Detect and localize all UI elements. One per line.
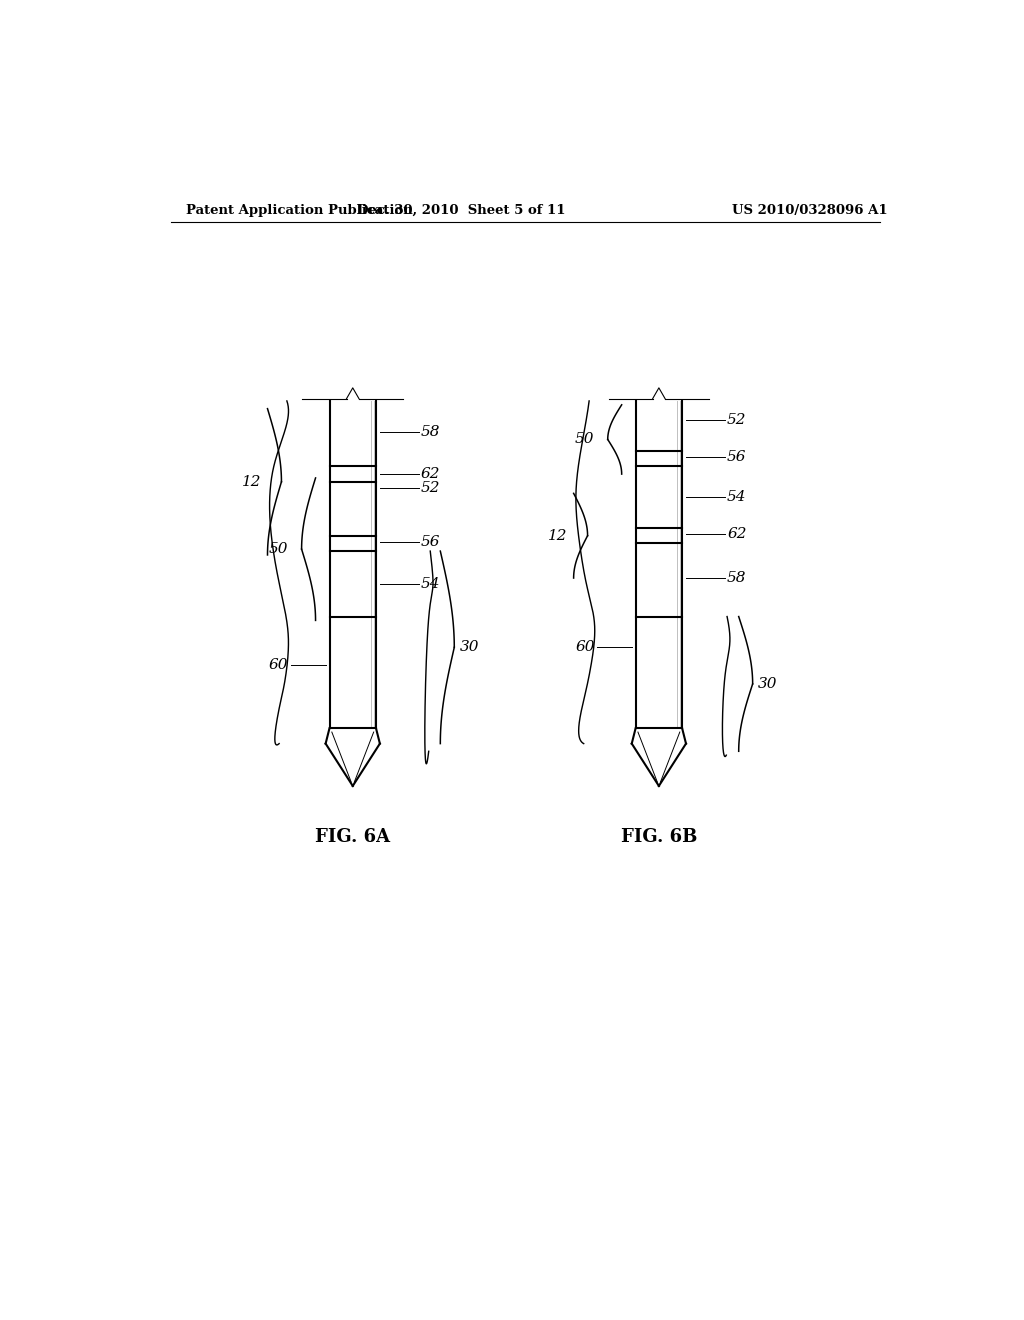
Text: 12: 12 [548, 529, 567, 543]
Text: 60: 60 [269, 659, 289, 672]
Text: 52: 52 [727, 413, 746, 428]
Text: Patent Application Publication: Patent Application Publication [186, 205, 413, 218]
Text: 30: 30 [460, 640, 479, 655]
Text: 30: 30 [758, 677, 777, 690]
Text: 50: 50 [575, 433, 595, 446]
Text: 62: 62 [727, 527, 746, 541]
Text: 56: 56 [421, 535, 440, 549]
Text: 58: 58 [727, 572, 746, 585]
Text: 12: 12 [242, 475, 261, 488]
Text: 62: 62 [421, 467, 440, 480]
Text: 54: 54 [421, 577, 440, 591]
Text: FIG. 6B: FIG. 6B [621, 829, 697, 846]
Text: FIG. 6A: FIG. 6A [315, 829, 390, 846]
Text: 60: 60 [575, 640, 595, 655]
Text: 54: 54 [727, 490, 746, 504]
Text: US 2010/0328096 A1: US 2010/0328096 A1 [732, 205, 888, 218]
Text: 52: 52 [421, 480, 440, 495]
Text: 56: 56 [727, 450, 746, 465]
Text: 58: 58 [421, 425, 440, 438]
Text: 50: 50 [269, 543, 289, 556]
Text: Dec. 30, 2010  Sheet 5 of 11: Dec. 30, 2010 Sheet 5 of 11 [357, 205, 565, 218]
